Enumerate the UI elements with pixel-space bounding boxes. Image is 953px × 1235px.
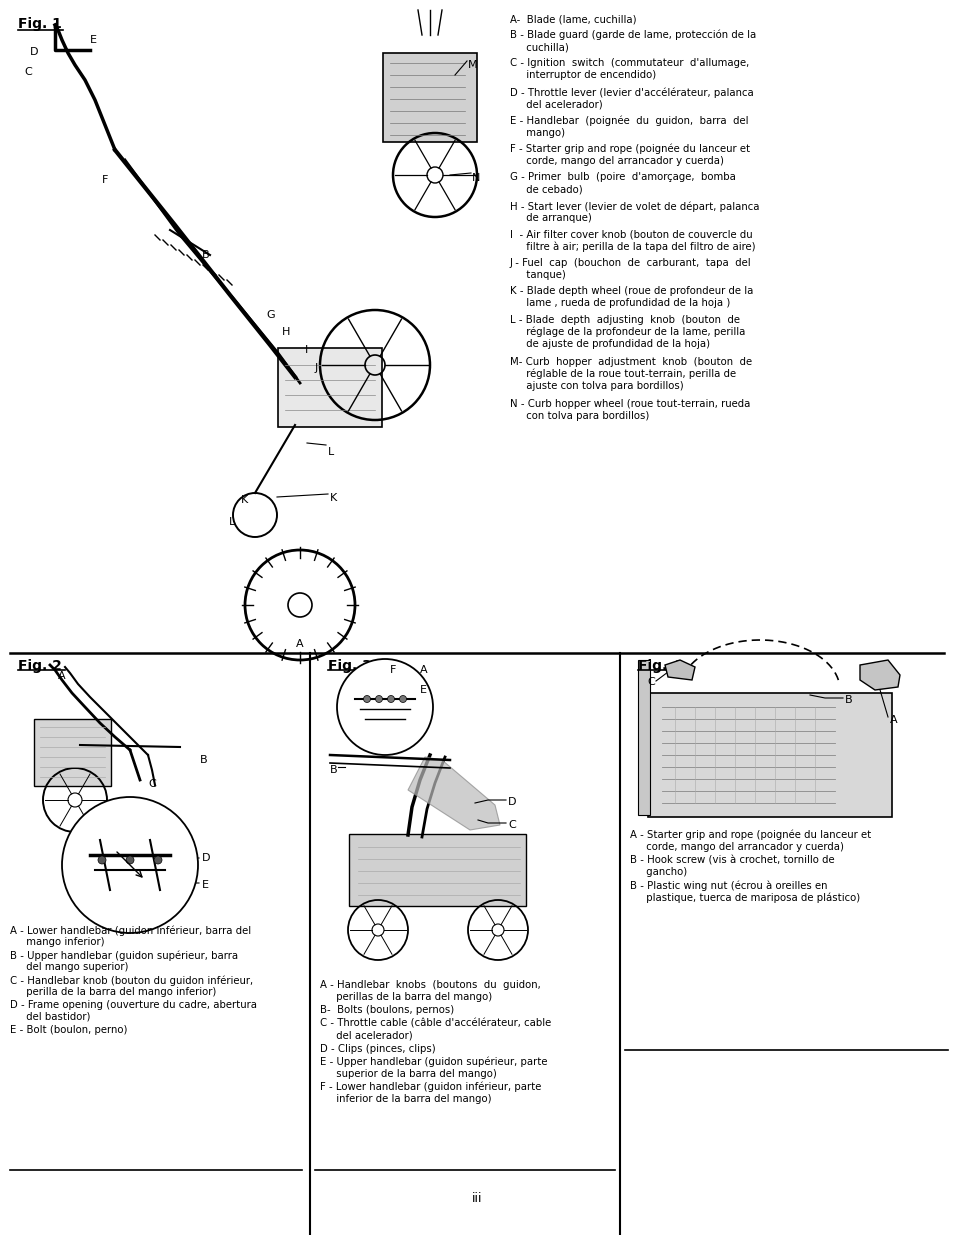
Polygon shape (859, 659, 899, 690)
FancyBboxPatch shape (382, 53, 476, 142)
Text: B-  Bolts (boulons, pernos): B- Bolts (boulons, pernos) (319, 1005, 454, 1015)
Text: A-  Blade (lame, cuchilla): A- Blade (lame, cuchilla) (510, 15, 636, 25)
Text: D: D (30, 47, 38, 57)
Text: B - Upper handlebar (guidon supérieur, barra
     del mango superior): B - Upper handlebar (guidon supérieur, b… (10, 950, 238, 972)
Text: B - Hook screw (vis à crochet, tornillo de
     gancho): B - Hook screw (vis à crochet, tornillo … (629, 855, 834, 877)
Text: D - Frame opening (ouverture du cadre, abertura
     del bastidor): D - Frame opening (ouverture du cadre, a… (10, 1000, 256, 1021)
Text: F - Starter grip and rope (poignée du lanceur et
     corde, mango del arrancado: F - Starter grip and rope (poignée du la… (510, 144, 749, 165)
Text: H - Start lever (levier de volet de départ, palanca
     de arranque): H - Start lever (levier de volet de dépa… (510, 201, 759, 224)
FancyBboxPatch shape (277, 348, 381, 427)
Text: B - Blade guard (garde de lame, protección de la
     cuchilla): B - Blade guard (garde de lame, protecci… (510, 30, 756, 52)
Text: C - Handlebar knob (bouton du guidon inférieur,
     perilla de la barra del man: C - Handlebar knob (bouton du guidon inf… (10, 976, 253, 998)
Text: I: I (304, 345, 308, 354)
Text: K: K (240, 495, 248, 505)
Text: A: A (58, 671, 66, 680)
Text: M: M (468, 61, 477, 70)
Circle shape (363, 695, 370, 703)
Text: G - Primer  bulb  (poire  d'amorçage,  bomba
     de cebado): G - Primer bulb (poire d'amorçage, bomba… (510, 173, 735, 194)
Text: C: C (507, 820, 516, 830)
Text: D: D (202, 853, 211, 863)
Text: L: L (328, 447, 334, 457)
Text: N - Curb hopper wheel (roue tout-terrain, rueda
     con tolva para bordillos): N - Curb hopper wheel (roue tout-terrain… (510, 399, 750, 421)
Circle shape (399, 695, 406, 703)
Text: G: G (266, 310, 274, 320)
Text: C - Ignition  switch  (commutateur  d'allumage,
     interruptor de encendido): C - Ignition switch (commutateur d'allum… (510, 58, 748, 80)
Text: E - Bolt (boulon, perno): E - Bolt (boulon, perno) (10, 1025, 128, 1035)
FancyBboxPatch shape (349, 834, 525, 906)
Text: B: B (202, 249, 210, 261)
Circle shape (126, 856, 133, 864)
Text: K - Blade depth wheel (roue de profondeur de la
     lame , rueda de profundidad: K - Blade depth wheel (roue de profondeu… (510, 287, 753, 308)
Text: D: D (507, 797, 516, 806)
Text: A: A (419, 664, 427, 676)
Text: A: A (889, 715, 897, 725)
Text: C: C (24, 67, 32, 77)
Text: Fig. 1: Fig. 1 (18, 17, 62, 31)
Text: A: A (295, 638, 303, 650)
Text: C: C (148, 779, 155, 789)
Text: D - Clips (pinces, clips): D - Clips (pinces, clips) (319, 1044, 436, 1053)
Text: C - Throttle cable (câble d'accélérateur, cable
     del acelerador): C - Throttle cable (câble d'accélérateur… (319, 1019, 551, 1040)
Text: K: K (330, 493, 337, 503)
Text: J: J (314, 363, 317, 373)
Text: H: H (281, 327, 290, 337)
Circle shape (98, 856, 106, 864)
Circle shape (387, 695, 395, 703)
Text: D - Throttle lever (levier d'accélérateur, palanca
     del acelerador): D - Throttle lever (levier d'accélérateu… (510, 86, 753, 109)
Text: iii: iii (471, 1192, 482, 1205)
Text: Fig. 2: Fig. 2 (18, 659, 62, 673)
Circle shape (153, 856, 162, 864)
Text: E: E (419, 685, 427, 695)
Text: N: N (472, 173, 480, 183)
Text: F: F (390, 664, 395, 676)
Circle shape (336, 659, 433, 755)
Text: E - Handlebar  (poignée  du  guidon,  barra  del
     mango): E - Handlebar (poignée du guidon, barra … (510, 116, 748, 137)
Circle shape (375, 695, 382, 703)
Polygon shape (408, 757, 499, 830)
Text: B: B (200, 755, 208, 764)
Text: E: E (90, 35, 97, 44)
Text: M- Curb  hopper  adjustment  knob  (bouton  de
     réglable de la roue tout-ter: M- Curb hopper adjustment knob (bouton d… (510, 357, 751, 390)
Text: E - Upper handlebar (guidon supérieur, parte
     superior de la barra del mango: E - Upper handlebar (guidon supérieur, p… (319, 1057, 547, 1079)
FancyBboxPatch shape (647, 693, 891, 818)
Text: F: F (102, 175, 108, 185)
Text: Fig. 3: Fig. 3 (328, 659, 372, 673)
Text: F - Lower handlebar (guidon inférieur, parte
     inferior de la barra del mango: F - Lower handlebar (guidon inférieur, p… (319, 1082, 540, 1104)
Text: I  - Air filter cover knob (bouton de couvercle du
     filtre à air; perilla de: I - Air filter cover knob (bouton de cou… (510, 230, 755, 252)
Text: B - Plastic wing nut (écrou à oreilles en
     plastique, tuerca de mariposa de : B - Plastic wing nut (écrou à oreilles e… (629, 881, 860, 903)
Text: J - Fuel  cap  (bouchon  de  carburant,  tapa  del
     tanque): J - Fuel cap (bouchon de carburant, tapa… (510, 258, 751, 279)
Text: A - Starter grip and rope (poignée du lanceur et
     corde, mango del arrancado: A - Starter grip and rope (poignée du la… (629, 830, 870, 852)
Circle shape (62, 797, 198, 932)
Text: A - Lower handlebar (guidon inférieur, barra del
     mango inferior): A - Lower handlebar (guidon inférieur, b… (10, 925, 251, 947)
Text: B: B (844, 695, 852, 705)
Text: B: B (330, 764, 337, 776)
Text: A - Handlebar  knobs  (boutons  du  guidon,
     perillas de la barra del mango): A - Handlebar knobs (boutons du guidon, … (319, 981, 540, 1002)
Text: L: L (229, 517, 234, 527)
Text: C: C (646, 677, 655, 687)
Text: L - Blade  depth  adjusting  knob  (bouton  de
     réglage de la profondeur de : L - Blade depth adjusting knob (bouton d… (510, 315, 744, 348)
Polygon shape (664, 659, 695, 680)
Polygon shape (638, 659, 649, 815)
Text: E: E (202, 881, 209, 890)
Text: Fig. 4: Fig. 4 (638, 659, 681, 673)
FancyBboxPatch shape (34, 719, 111, 785)
